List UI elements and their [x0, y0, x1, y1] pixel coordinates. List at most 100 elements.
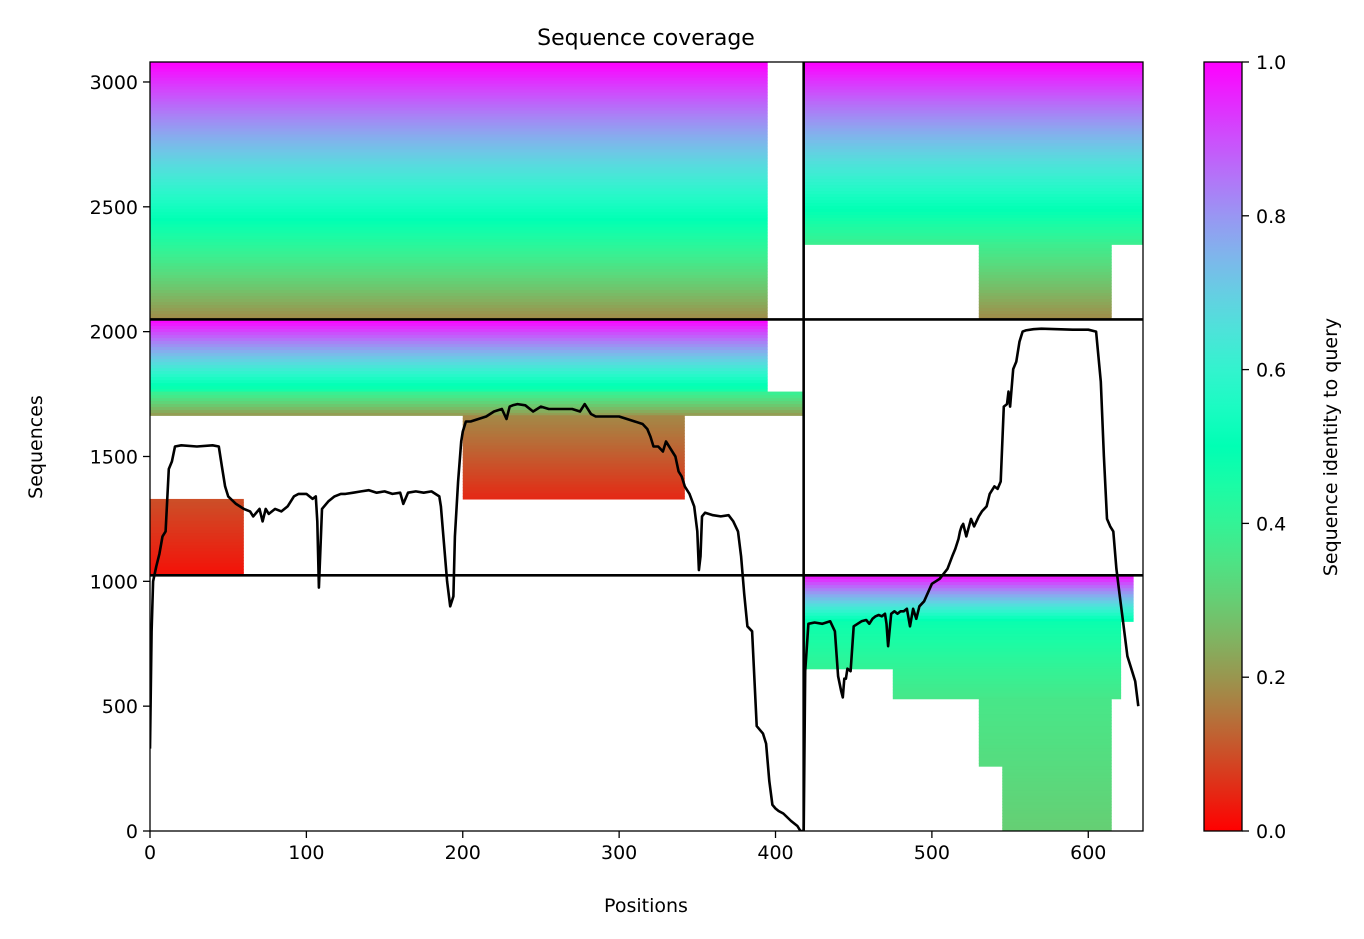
band-strip	[150, 142, 768, 147]
band-strip	[150, 127, 768, 132]
y-tick-label: 1500	[90, 446, 138, 468]
band-strip	[803, 64, 1143, 69]
band-strip	[803, 596, 1134, 601]
band-strip	[803, 633, 1122, 637]
band-strip	[803, 650, 1122, 655]
band-strip	[150, 394, 804, 399]
band-strip	[150, 274, 768, 279]
band-strip	[892, 683, 1122, 688]
band-strip	[462, 439, 685, 443]
band-strip	[803, 100, 1143, 105]
colorbar-tick-label: 0.2	[1256, 667, 1286, 689]
band-strip	[150, 280, 768, 285]
block-upper-right	[803, 62, 1143, 321]
coverage-heatmap	[150, 62, 1143, 831]
band-strip	[150, 148, 768, 153]
band-strip	[803, 636, 1122, 640]
band-strip	[1002, 798, 1112, 803]
band-strip	[150, 259, 768, 264]
band-strip	[978, 717, 1112, 721]
colorbar-label: Sequence identity to query	[1320, 318, 1342, 576]
band-strip	[803, 193, 1143, 198]
band-strip	[803, 593, 1134, 598]
band-strip	[978, 735, 1112, 740]
band-strip	[150, 106, 768, 111]
band-strip	[150, 190, 768, 195]
band-strip	[803, 139, 1143, 144]
band-strip	[462, 483, 685, 488]
band-strip	[150, 79, 768, 84]
band-strip	[803, 121, 1143, 126]
band-strip	[978, 274, 1112, 278]
band-strip	[803, 624, 1122, 628]
band-strip	[150, 250, 768, 255]
band-strip	[150, 298, 768, 303]
band-strip	[803, 618, 1134, 622]
band-strip	[1002, 777, 1112, 782]
band-strip	[462, 451, 685, 455]
band-strip	[1002, 789, 1112, 794]
band-strip	[978, 268, 1112, 272]
band-strip	[1002, 804, 1112, 808]
band-strip	[803, 642, 1122, 646]
band-strip	[150, 241, 768, 246]
band-strip	[803, 184, 1143, 189]
band-strip	[150, 514, 244, 518]
band-strip	[978, 289, 1112, 293]
band-strip	[150, 100, 768, 105]
band-strip	[150, 385, 768, 390]
band-strip	[150, 229, 768, 234]
band-strip	[150, 310, 768, 315]
band-strip	[803, 79, 1143, 84]
band-strip	[803, 602, 1134, 607]
band-strip	[803, 133, 1143, 138]
band-strip	[150, 379, 768, 384]
band-strip	[150, 262, 768, 267]
band-strip	[150, 211, 768, 216]
band-strip	[803, 67, 1143, 72]
x-tick-label: 500	[914, 842, 950, 864]
band-strip	[803, 91, 1143, 96]
band-strip	[150, 175, 768, 180]
band-strip	[803, 106, 1143, 111]
band-strip	[150, 124, 768, 129]
x-axis-ticks: 0 100 200 300 400 500 600	[144, 831, 1106, 864]
band-strip	[150, 256, 768, 261]
band-strip	[978, 256, 1112, 260]
band-strip	[803, 609, 1134, 613]
band-strip	[803, 599, 1134, 604]
band-strip	[150, 538, 244, 543]
band-strip	[150, 307, 768, 312]
band-strip	[803, 578, 1134, 583]
colorbar-gradient	[1204, 62, 1242, 831]
band-middle-left-1	[150, 391, 804, 416]
band-strip	[978, 277, 1112, 281]
band-strip	[150, 535, 244, 540]
band-strip	[150, 184, 768, 189]
band-strip	[462, 475, 685, 479]
band-strip	[150, 526, 244, 531]
band-upper-right-0	[803, 62, 1143, 245]
band-strip	[150, 406, 804, 410]
band-strip	[803, 587, 1134, 592]
colorbar-tick-label: 0.0	[1256, 821, 1286, 843]
band-strip	[150, 501, 244, 506]
band-strip	[150, 343, 768, 348]
band-strip	[150, 268, 768, 273]
band-strip	[150, 361, 768, 366]
band-strip	[978, 698, 1112, 703]
band-lower-right-1	[803, 621, 1122, 670]
band-strip	[150, 547, 244, 552]
band-strip	[1002, 769, 1112, 773]
band-strip	[150, 286, 768, 291]
y-tick-label: 2500	[90, 197, 138, 219]
band-strip	[1002, 786, 1112, 791]
band-strip	[1002, 795, 1112, 800]
band-strip	[978, 310, 1112, 315]
band-strip	[150, 223, 768, 228]
x-tick-label: 300	[601, 842, 637, 864]
band-strip	[978, 744, 1112, 749]
band-strip	[150, 556, 244, 561]
band-strip	[150, 409, 804, 413]
band-strip	[150, 511, 244, 515]
